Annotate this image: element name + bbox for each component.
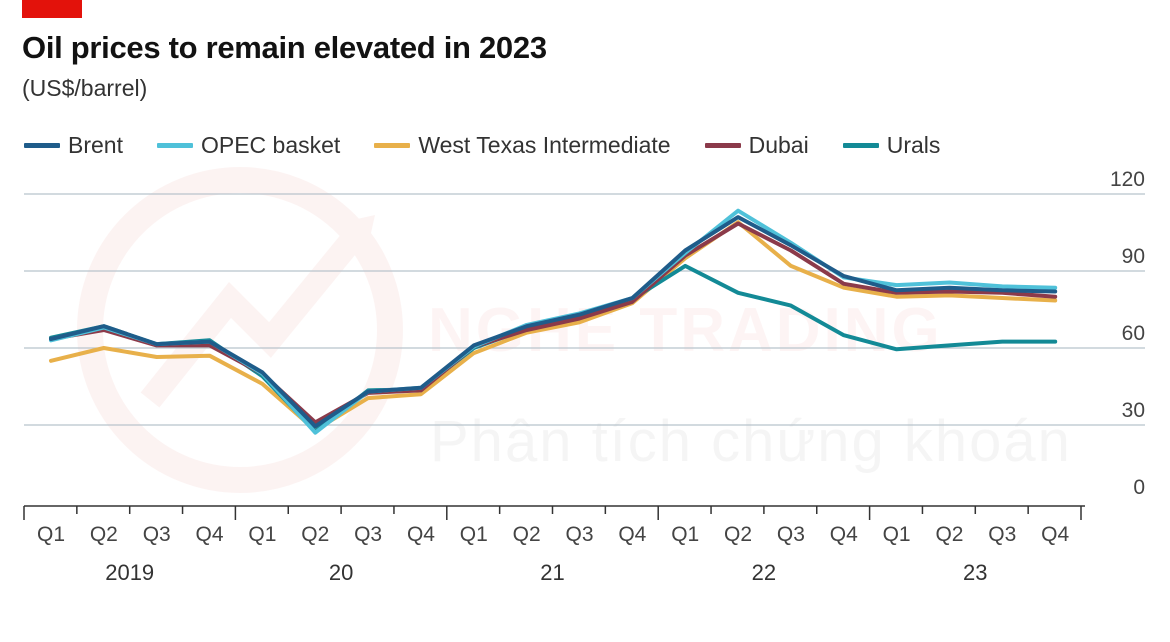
y-tick-label: 60 — [1122, 322, 1145, 345]
x-tick-label: Q2 — [513, 523, 541, 546]
watermark-subtext: Phân tích chứng khoán — [430, 409, 1072, 474]
brand-tag — [22, 0, 82, 18]
x-tick-label: Q2 — [90, 523, 118, 546]
gridlines — [24, 193, 1145, 426]
legend-label: Brent — [68, 132, 123, 158]
legend-item: OPEC basket — [156, 132, 341, 159]
x-tick-label: Q3 — [988, 523, 1016, 546]
legend-label: Urals — [886, 132, 941, 158]
legend-item: Brent — [24, 132, 123, 159]
x-tick-label: Q4 — [1041, 523, 1069, 546]
series-line-west-texas-intermediate — [49, 220, 1058, 433]
y-tick-label: 90 — [1122, 245, 1145, 268]
x-tick-label: Q2 — [301, 523, 329, 546]
series-line-brent — [49, 215, 1058, 429]
x-tick-label: Q3 — [777, 523, 805, 546]
legend-item: Urals — [842, 132, 941, 159]
x-tick-label: Q4 — [830, 523, 858, 546]
legend-label: OPEC basket — [200, 132, 341, 158]
year-label: 21 — [540, 560, 564, 585]
year-label: 20 — [329, 560, 353, 585]
x-tick-label: Q3 — [143, 523, 171, 546]
y-tick-label: 30 — [1122, 399, 1145, 422]
x-tick-label: Q2 — [724, 523, 752, 546]
year-label: 2019 — [105, 560, 154, 585]
chart-unit-label: (US$/barrel) — [22, 75, 148, 101]
y-axis-labels: 0 30 60 90 120 — [1110, 168, 1145, 499]
x-axis: Q1 Q2 Q3 Q4 Q1 Q2 Q3 Q4 Q1 Q2 Q3 Q4 Q1 Q2 Q3 Q4 Q1 Q2 Q3 Q4… — [23, 505, 1085, 585]
legend-item: Dubai — [704, 132, 809, 159]
legend-swatch — [156, 143, 193, 148]
x-tick-label: Q1 — [460, 523, 488, 546]
watermark-logo — [77, 167, 403, 493]
y-tick-label: 120 — [1110, 168, 1145, 191]
legend-item: West Texas Intermediate — [374, 132, 671, 159]
x-tick-label: Q4 — [618, 523, 646, 546]
legend-swatch — [842, 143, 879, 148]
chart-title: Oil prices to remain elevated in 2023 — [22, 30, 547, 65]
y-tick-label: 0 — [1133, 476, 1145, 499]
legend-swatch — [704, 143, 741, 148]
series-line-dubai — [49, 221, 1058, 425]
year-label: 22 — [752, 560, 776, 585]
chart-legend: Brent OPEC basket West Texas Intermediate D… — [24, 132, 974, 159]
x-tick-label: Q2 — [935, 523, 963, 546]
x-tick-label: Q4 — [407, 523, 435, 546]
x-tick-label: Q3 — [354, 523, 382, 546]
x-tick-label: Q4 — [196, 523, 224, 546]
series-lines — [49, 208, 1058, 435]
x-tick-label: Q1 — [248, 523, 276, 546]
x-tick-label: Q1 — [671, 523, 699, 546]
x-tick-label: Q3 — [565, 523, 593, 546]
year-label: 23 — [963, 560, 987, 585]
legend-swatch — [24, 143, 60, 148]
legend-label: West Texas Intermediate — [418, 132, 671, 158]
x-tick-label: Q1 — [37, 523, 65, 546]
legend-swatch — [374, 143, 411, 148]
x-tick-label: Q1 — [883, 523, 911, 546]
legend-label: Dubai — [748, 132, 809, 158]
